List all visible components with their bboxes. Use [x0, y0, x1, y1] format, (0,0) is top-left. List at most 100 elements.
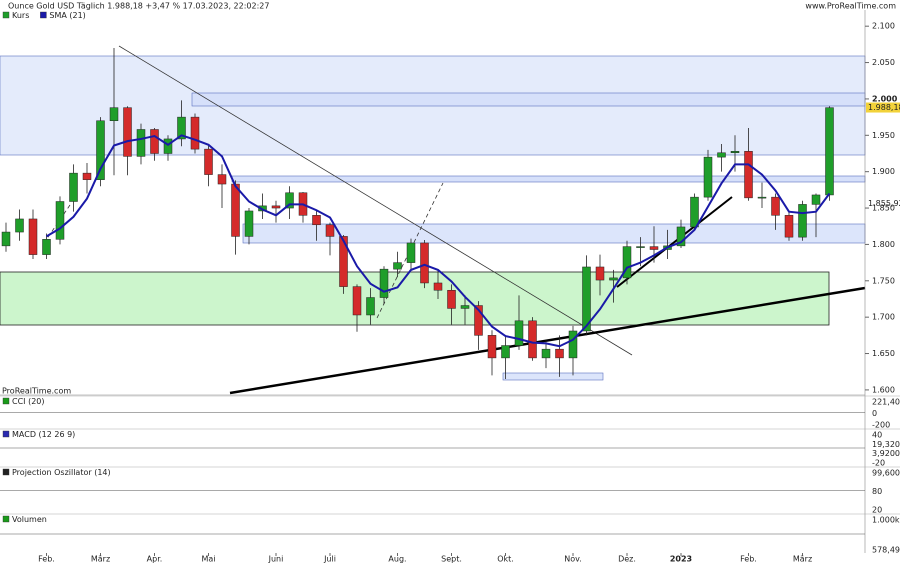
panel-axis-label: 20: [872, 506, 882, 515]
candle-body: [339, 236, 348, 287]
candle-body: [757, 196, 767, 199]
last-price-label: 1.988,18: [868, 103, 900, 112]
candle-body: [784, 215, 794, 238]
candle-body: [96, 120, 105, 180]
x-tick-label: Aug.: [388, 555, 406, 563]
candle-body: [582, 266, 591, 332]
candle-body: [744, 151, 753, 199]
brand: ProRealTime.com: [2, 387, 71, 396]
candle-body: [55, 201, 65, 240]
candle-body: [163, 138, 173, 154]
candle-body: [217, 174, 227, 185]
candle-body: [771, 196, 780, 216]
y-tick-label: 1.750: [872, 276, 895, 285]
x-tick-label: Apr.: [147, 555, 163, 563]
site-link[interactable]: www.ProRealTime.com: [805, 2, 896, 11]
candle-body: [28, 218, 38, 255]
panel-axis-label: 80: [872, 487, 882, 496]
candle-body: [231, 183, 240, 237]
candle-body: [312, 215, 321, 226]
candle-body: [622, 246, 632, 279]
candle-body: [487, 335, 497, 359]
candle-body: [501, 345, 510, 359]
candle-body: [393, 262, 402, 270]
x-tick-label: Nov.: [564, 555, 582, 563]
legend-swatch: [2, 430, 10, 438]
panel-axis-label: 19,320: [872, 440, 900, 449]
candle-body: [433, 282, 443, 291]
candle-body: [690, 196, 699, 228]
x-tick-label: Okt.: [497, 555, 514, 563]
panel-axis-label: 3,9200: [872, 449, 900, 458]
x-tick-label: Feb.: [38, 555, 55, 563]
legend-label: SMA (21): [49, 11, 85, 20]
candle-body: [730, 151, 740, 154]
candle-body: [352, 286, 362, 316]
candle-body: [109, 107, 119, 122]
candle-body: [406, 242, 416, 263]
panel-axis-label: -20: [872, 459, 885, 468]
candle-body: [703, 156, 713, 198]
candle-body: [325, 224, 335, 237]
chart-title: Ounce Gold USD Täglich 1.988,18 +3,47 % …: [8, 2, 269, 11]
y-tick-label: 1.650: [872, 349, 895, 358]
legend-swatch: [2, 468, 10, 476]
last-price-box: [866, 102, 900, 113]
candle-body: [82, 172, 92, 180]
y-tick-label: 1.950: [872, 131, 895, 140]
candle-body: [649, 246, 659, 250]
candle-body: [150, 129, 159, 154]
panel-title: Volumen: [12, 515, 47, 524]
candle-body: [825, 107, 834, 196]
candle-body: [798, 204, 807, 238]
candle-body: [136, 129, 146, 157]
candle-body: [271, 205, 281, 209]
panel-title: Projection Oszillator (14): [12, 468, 111, 477]
candle-body: [177, 116, 186, 140]
candle-body: [474, 305, 483, 336]
candle-body: [555, 348, 564, 359]
panel-axis-label: -200: [872, 421, 890, 430]
candle-body: [42, 239, 51, 255]
panel-axis-label: 221,40: [872, 398, 900, 407]
y-tick-label: 1.700: [872, 313, 895, 322]
panel-axis-label: 40: [872, 431, 882, 440]
candle-body: [717, 152, 726, 158]
x-tick-label: Juli: [323, 555, 336, 563]
panel-title: MACD (12 26 9): [12, 430, 75, 439]
legend-swatch: [2, 11, 10, 19]
candle-body: [541, 348, 551, 359]
candle-body: [514, 320, 524, 346]
y-tick-label: 1.900: [872, 167, 895, 176]
panel-title: CCI (20): [12, 397, 45, 406]
y-tick-label: 1.600: [872, 385, 895, 394]
last-sma-label: 1.855,92: [868, 199, 900, 208]
candle-body: [366, 297, 375, 316]
candle-body: [1, 231, 11, 247]
candle-body: [636, 246, 645, 248]
indicator-panels: CCI (20) 221,40 0 -200 MACD (12 26 9) 4019,32…: [0, 395, 900, 555]
zones: [0, 45, 866, 395]
candle-body: [420, 242, 429, 284]
candle-body: [609, 277, 618, 281]
y-tick-label: 1.800: [872, 240, 895, 249]
x-tick-label: Feb.: [740, 555, 757, 563]
candle-body: [69, 172, 78, 202]
candle-body: [460, 305, 470, 309]
x-tick-label: März: [793, 555, 812, 563]
panel-axis-label: 0: [872, 409, 877, 418]
candle-body: [676, 226, 686, 247]
x-tick-label: Mai: [201, 555, 215, 563]
panel-axis-label: 578,497: [872, 546, 900, 555]
candle-body: [123, 107, 132, 157]
candle-body: [595, 266, 605, 281]
x-tick-label: Dez.: [618, 555, 636, 563]
legend-swatch: [2, 397, 10, 405]
candle-body: [204, 148, 213, 175]
sma-line: [45, 134, 831, 348]
candle-body: [379, 268, 389, 298]
x-tick-label: 2023: [670, 555, 692, 563]
x-tick-label: März: [91, 555, 110, 563]
y-tick-label: 2.050: [872, 58, 895, 67]
